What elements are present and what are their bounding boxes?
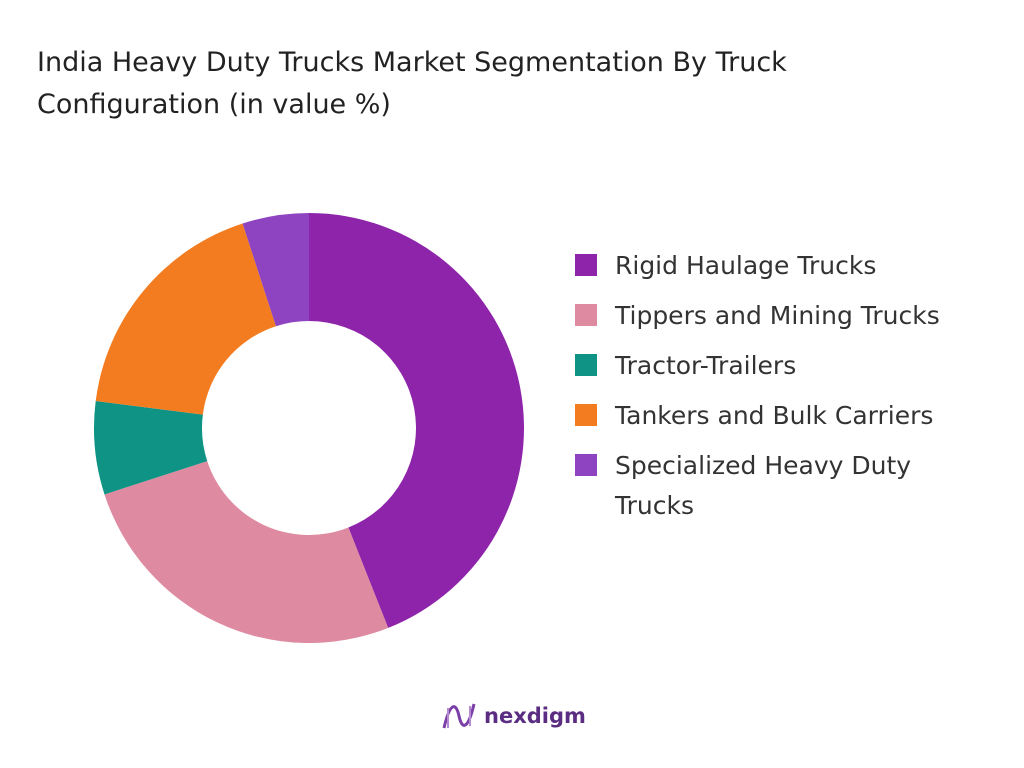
- legend-item: Rigid Haulage Trucks: [575, 246, 1015, 286]
- legend-label: Tankers and Bulk Carriers: [615, 401, 934, 430]
- legend-item: Tippers and Mining Trucks: [575, 296, 1015, 336]
- legend-swatch: [575, 254, 597, 276]
- legend-swatch: [575, 404, 597, 426]
- logo-text: nexdigm: [484, 704, 586, 728]
- chart: [94, 213, 525, 643]
- donut-slice: [95, 223, 276, 415]
- donut-slice: [309, 213, 525, 628]
- legend-swatch: [575, 354, 597, 376]
- legend-item: Specialized Heavy Duty Trucks: [575, 446, 1015, 526]
- legend-label: Specialized Heavy Duty Trucks: [615, 451, 912, 520]
- logo-icon: [442, 703, 476, 729]
- legend-label: Rigid Haulage Trucks: [615, 251, 877, 280]
- chart-title: India Heavy Duty Trucks Market Segmentat…: [37, 47, 787, 120]
- donut-slice: [104, 461, 389, 643]
- legend: Rigid Haulage Trucks Tippers and Mining T…: [575, 246, 1015, 536]
- legend-label: Tippers and Mining Trucks: [615, 301, 940, 330]
- logo: nexdigm: [442, 700, 586, 732]
- legend-item: Tractor-Trailers: [575, 346, 1015, 386]
- legend-label: Tractor-Trailers: [615, 351, 797, 380]
- legend-swatch: [575, 454, 597, 476]
- legend-item: Tankers and Bulk Carriers: [575, 396, 1015, 436]
- legend-swatch: [575, 304, 597, 326]
- donut-slice: [94, 401, 208, 495]
- donut-slice: [242, 213, 309, 327]
